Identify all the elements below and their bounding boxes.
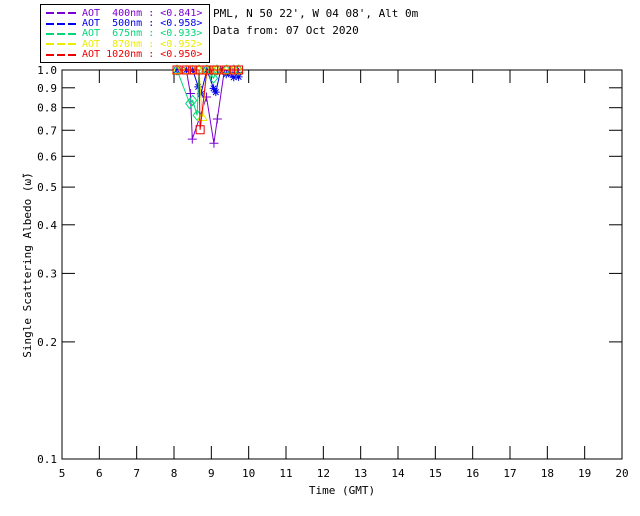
chart-legend: AOT 400nm : <0.841> AOT 500nm : <0.958> AO… <box>40 4 210 63</box>
y-axis-title: Single Scattering Albedo (ω̃) <box>21 172 34 357</box>
x-tick-label: 5 <box>59 467 66 480</box>
series-line <box>177 69 239 130</box>
y-tick-label: 0.2 <box>37 336 57 349</box>
legend-dash-sample <box>46 53 82 56</box>
legend-dash-sample <box>46 12 82 15</box>
series-line <box>177 69 239 144</box>
legend-item-aot-870nm: AOT 870nm : <0.952> <box>46 38 209 50</box>
x-tick-label: 16 <box>466 467 479 480</box>
y-tick-label: 1.0 <box>37 64 57 77</box>
y-tick-label: 0.8 <box>37 102 57 115</box>
y-tick-label: 0.9 <box>37 82 57 95</box>
x-tick-label: 10 <box>242 467 255 480</box>
x-tick-label: 14 <box>391 467 405 480</box>
y-tick-label: 0.6 <box>37 150 57 163</box>
x-tick-label: 12 <box>317 467 330 480</box>
x-axis-title: Time (GMT) <box>309 484 375 497</box>
x-tick-label: 20 <box>615 467 628 480</box>
square-markers <box>172 65 244 135</box>
x-tick-label: 11 <box>279 467 292 480</box>
legend-item-label: AOT 870nm : <0.952> <box>82 38 203 50</box>
x-tick-label: 17 <box>503 467 516 480</box>
legend-item-label: AOT 500nm : <0.958> <box>82 18 203 30</box>
x-tick-label: 13 <box>354 467 367 480</box>
legend-item-aot-500nm: AOT 500nm : <0.958> <box>46 18 209 30</box>
x-tick-label: 6 <box>96 467 103 480</box>
x-tick-label: 9 <box>208 467 215 480</box>
x-tick-label: 18 <box>541 467 554 480</box>
x-tick-label: 7 <box>133 467 140 480</box>
legend-item-aot-675nm: AOT 675nm : <0.933> <box>46 28 209 40</box>
legend-item-label: AOT 400nm : <0.841> <box>82 7 203 19</box>
y-tick-label: 0.3 <box>37 267 57 280</box>
legend-item-label: AOT 1020nm : <0.950> <box>82 49 203 61</box>
y-tick-label: 0.7 <box>37 124 57 137</box>
legend-dash-sample <box>46 32 82 35</box>
series-layer <box>171 64 244 148</box>
legend-item-label: AOT 675nm : <0.933> <box>82 28 203 40</box>
y-tick-label: 0.5 <box>37 181 57 194</box>
legend-item-aot-1020nm: AOT 1020nm : <0.950> <box>46 49 209 61</box>
header-date-text: Data from: 07 Oct 2020 <box>213 24 359 37</box>
x-tick-label: 15 <box>429 467 442 480</box>
axes-layer: 5 6 7 8 9 10 11 12 13 14 15 16 17 18 19 20 1.0 0.9 0.8 0.7 0… <box>37 64 629 480</box>
x-tick-label: 8 <box>171 467 178 480</box>
series-aot-1020nm <box>172 65 244 135</box>
y-tick-label: 0.4 <box>37 219 57 232</box>
legend-item-aot-400nm: AOT 400nm : <0.841> <box>46 7 209 19</box>
y-tick-label: 0.1 <box>37 453 57 466</box>
legend-dash-sample <box>46 22 82 25</box>
series-line <box>176 69 239 116</box>
header-site-text: PML, N 50 22', W 04 08', Alt 0m <box>213 7 419 20</box>
legend-dash-sample <box>46 43 82 46</box>
plot-frame <box>61 69 623 460</box>
x-tick-label: 19 <box>578 467 591 480</box>
